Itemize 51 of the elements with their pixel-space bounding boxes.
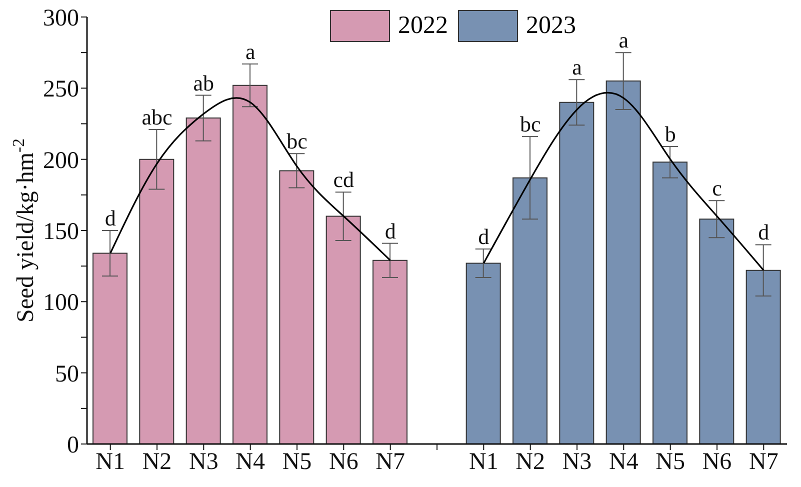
x-tick-label: N4 [608, 449, 638, 476]
bar [326, 216, 361, 444]
x-tick-label: N7 [376, 449, 406, 476]
data-label: ab [193, 70, 214, 96]
bar [186, 118, 221, 444]
x-tick-label: N6 [328, 449, 358, 476]
y-tick-label: 100 [43, 290, 79, 316]
data-label: a [245, 38, 256, 64]
y-tick-label: 200 [43, 148, 79, 174]
bar [652, 162, 688, 444]
data-label: bc [520, 112, 541, 137]
bar [139, 158, 174, 444]
x-tick-label: N4 [236, 449, 266, 476]
y-tick-label: 150 [43, 219, 79, 246]
legend-label: 2023 [526, 12, 576, 40]
data-label: d [758, 220, 770, 245]
data-label: d [104, 206, 116, 230]
y-tick-label: 50 [55, 361, 79, 388]
bar [372, 260, 408, 444]
bar [512, 177, 548, 444]
data-label: b [664, 122, 676, 147]
data-label: a [572, 54, 582, 80]
y-tick-label: 0 [67, 432, 79, 459]
bar [466, 262, 501, 444]
data-label: bc [286, 128, 308, 154]
x-tick-label: N6 [702, 449, 732, 476]
bar [559, 102, 594, 444]
x-tick-label: N2 [516, 449, 546, 476]
legend-label: 2022 [398, 12, 448, 40]
bar [606, 80, 641, 444]
data-label: cd [333, 167, 354, 192]
x-tick-label: N1 [468, 449, 498, 476]
x-tick-label: N5 [656, 449, 686, 476]
x-tick-label: N5 [282, 449, 312, 476]
x-tick-label: N3 [562, 449, 592, 476]
bar [699, 218, 734, 444]
x-tick-label: N7 [748, 449, 778, 476]
data-label: abc [142, 104, 172, 130]
x-tick-label: N1 [96, 449, 126, 476]
data-label: c [712, 176, 722, 201]
bar [92, 252, 128, 444]
x-tick-label: N3 [188, 449, 218, 476]
x-tick-label: N2 [142, 449, 172, 476]
bar [746, 270, 781, 444]
data-label: d [384, 218, 396, 244]
y-tick-label: 300 [43, 6, 79, 32]
data-label: d [478, 224, 490, 250]
bar [232, 84, 268, 444]
y-tick-label: 250 [43, 76, 79, 103]
data-label: a [618, 28, 629, 53]
bar [279, 170, 314, 444]
